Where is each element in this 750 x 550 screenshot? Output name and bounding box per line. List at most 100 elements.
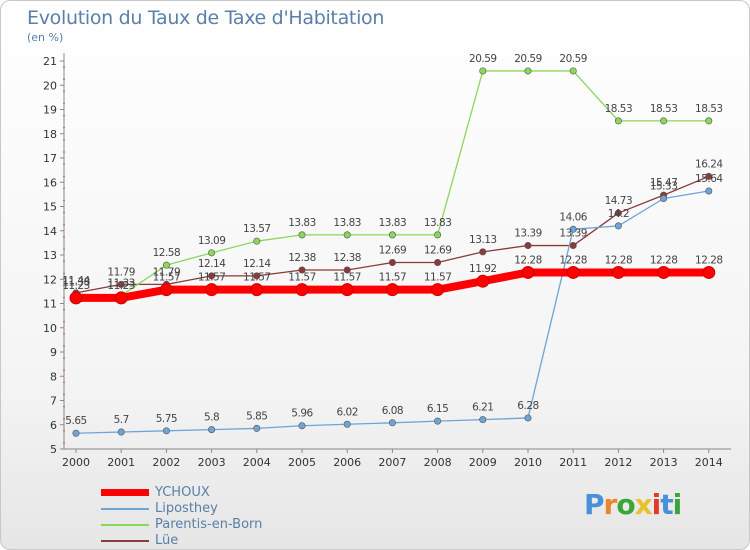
logo-letter: P — [584, 488, 605, 521]
y-axis-minor-dot — [63, 308, 65, 311]
series-point-1 — [434, 417, 442, 425]
series-point-3 — [569, 242, 577, 250]
data-label: 12.58 — [153, 247, 181, 259]
data-label: 11.38 — [62, 276, 90, 288]
data-label: 11.57 — [288, 272, 316, 284]
series-point-2 — [343, 231, 351, 239]
data-label: 12.38 — [333, 252, 361, 264]
x-tick-label: 2003 — [198, 456, 226, 469]
legend-label: Liposthey — [155, 501, 218, 516]
series-point-1 — [117, 428, 125, 436]
y-tick-label: 7 — [50, 395, 57, 408]
data-label: 6.21 — [472, 402, 493, 414]
data-label: 12.69 — [379, 245, 407, 257]
data-label: 5.96 — [291, 408, 313, 420]
y-axis-minor-dot — [63, 248, 65, 250]
data-label: 15.64 — [695, 173, 723, 185]
series-point-1 — [524, 414, 532, 422]
data-label: 15.33 — [650, 180, 678, 192]
y-axis-minor-dot — [63, 90, 65, 93]
x-tick-label: 2013 — [650, 456, 678, 469]
data-label: 13.83 — [333, 217, 361, 229]
series-point-2 — [569, 67, 577, 75]
series-point-1 — [479, 416, 487, 424]
x-tick-label: 2009 — [469, 456, 497, 469]
data-label: 11.57 — [379, 272, 407, 284]
legend-swatch — [101, 508, 149, 510]
data-label: 12.69 — [424, 245, 452, 257]
y-axis-minor-dot — [63, 333, 65, 335]
series-point-0 — [702, 265, 716, 279]
data-label: 15.47 — [650, 177, 678, 189]
y-axis-minor-dot — [63, 320, 65, 323]
y-axis-minor-dot — [63, 175, 65, 177]
y-axis-minor-dot — [63, 223, 65, 226]
data-label: 13.83 — [288, 217, 316, 229]
data-label: 11.57 — [333, 272, 361, 284]
y-tick-label: 19 — [43, 104, 57, 117]
y-tick-label: 15 — [43, 201, 57, 214]
x-tick-label: 2012 — [604, 456, 632, 469]
x-tick-label: 2008 — [424, 456, 452, 469]
legend-label: Lüe — [155, 533, 179, 548]
y-axis-minor-dot — [63, 442, 65, 444]
series-point-1 — [660, 194, 668, 202]
data-label: 11.33 — [107, 277, 135, 289]
proxiti-logo: Proxiti — [584, 488, 682, 521]
y-tick-label: 16 — [43, 176, 57, 189]
series-point-2 — [253, 237, 261, 245]
y-axis-minor-dot — [63, 393, 65, 396]
data-label: 20.59 — [559, 53, 587, 65]
data-label: 11.57 — [153, 272, 181, 284]
data-label: 12.28 — [605, 254, 633, 266]
y-tick-label: 12 — [43, 273, 57, 286]
series-point-1 — [72, 429, 80, 437]
data-label: 13.09 — [198, 235, 226, 247]
data-label: 11.57 — [424, 272, 452, 284]
series-point-0 — [566, 265, 580, 279]
y-axis-minor-dot — [63, 199, 65, 202]
series-point-3 — [208, 272, 216, 280]
y-tick-label: 8 — [50, 370, 57, 383]
series-point-2 — [162, 261, 170, 269]
data-label: 12.28 — [514, 254, 542, 266]
series-point-0 — [205, 283, 219, 297]
data-label: 13.39 — [559, 228, 587, 240]
data-label: 16.24 — [695, 158, 723, 170]
chart-unit: (en %) — [27, 31, 64, 44]
series-point-1 — [298, 422, 306, 430]
y-tick-label: 13 — [43, 249, 57, 262]
series-point-3 — [298, 266, 306, 274]
series-point-3 — [434, 259, 442, 267]
series-point-0 — [69, 291, 83, 305]
data-label: 6.15 — [427, 403, 448, 415]
legend-label: YCHOUX — [155, 485, 210, 500]
x-tick-label: 2011 — [559, 456, 587, 469]
data-label: 14.06 — [559, 211, 587, 223]
logo-letter: t — [660, 488, 673, 521]
y-axis-minor-dot — [63, 284, 65, 287]
data-label: 12.28 — [695, 254, 723, 266]
y-axis-minor-dot — [63, 211, 65, 214]
series-point-3 — [614, 209, 622, 217]
y-axis-minor-dot — [63, 163, 65, 165]
data-label: 6.02 — [337, 406, 358, 418]
data-label: 12.14 — [198, 258, 226, 270]
x-tick-label: 2014 — [695, 456, 723, 469]
series-point-0 — [295, 283, 309, 297]
series-point-1 — [253, 424, 261, 432]
data-label: 5.85 — [246, 410, 267, 422]
data-label: 18.53 — [650, 103, 678, 115]
series-point-2 — [434, 231, 442, 239]
logo-letter: o — [616, 488, 635, 521]
data-label: 13.39 — [514, 228, 542, 240]
y-tick-label: 17 — [43, 152, 57, 165]
y-axis-minor-dot — [63, 381, 65, 384]
series-point-2 — [298, 231, 306, 239]
y-axis-minor-dot — [63, 417, 65, 420]
legend-label: Parentis-en-Born — [155, 517, 263, 532]
x-tick-label: 2000 — [62, 456, 90, 469]
series-point-3 — [388, 259, 396, 267]
y-axis-minor-dot — [63, 405, 65, 408]
